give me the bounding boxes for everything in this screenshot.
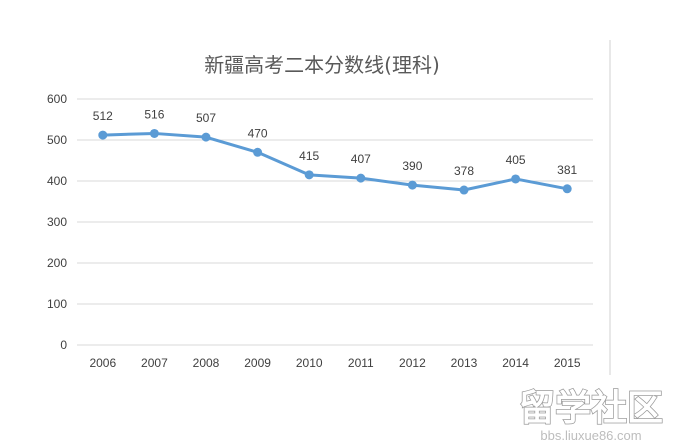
x-tick-label: 2008 (193, 356, 220, 370)
data-label: 470 (248, 126, 268, 140)
x-tick-label: 2013 (451, 356, 478, 370)
y-axis-ticks: 0 100 200 300 400 500 600 (47, 92, 67, 352)
x-tick-label: 2006 (89, 356, 116, 370)
data-point (459, 185, 469, 195)
data-point (201, 132, 211, 142)
data-label: 405 (506, 153, 526, 167)
data-label: 381 (557, 163, 577, 177)
data-label: 378 (454, 164, 474, 178)
y-tick-label: 400 (47, 174, 67, 188)
y-tick-label: 600 (47, 92, 67, 106)
x-tick-label: 2009 (244, 356, 271, 370)
x-tick-label: 2011 (348, 356, 374, 370)
x-tick-label: 2014 (502, 356, 529, 370)
chart-title: 新疆高考二本分数线(理科) (204, 53, 440, 77)
x-tick-label: 2015 (554, 356, 581, 370)
watermark-url: bbs.liuxue86.com (540, 428, 641, 443)
data-label: 390 (402, 159, 422, 173)
data-point (562, 184, 572, 194)
data-label: 512 (93, 109, 113, 123)
data-label: 516 (144, 107, 164, 121)
data-label: 415 (299, 149, 319, 163)
data-point (253, 147, 263, 157)
gridlines (77, 98, 593, 346)
data-labels: 512 516 507 470 415 407 390 378 405 381 (93, 107, 578, 178)
y-tick-label: 200 (47, 256, 67, 270)
data-series (98, 128, 572, 195)
data-point (511, 174, 521, 184)
x-tick-label: 2007 (141, 356, 168, 370)
x-axis-ticks: 2006 2007 2008 2009 2010 2011 2012 2013 2014 2015 (89, 356, 580, 370)
data-point (407, 180, 417, 190)
data-point (98, 130, 108, 140)
data-point (304, 170, 314, 180)
series-line (101, 131, 569, 192)
data-label: 507 (196, 111, 216, 125)
data-point (149, 128, 159, 138)
x-tick-label: 2012 (399, 356, 426, 370)
watermark-logo: 留学社区 bbs.liuxue86.com (518, 386, 664, 443)
x-tick-label: 2010 (296, 356, 323, 370)
data-label: 407 (351, 152, 371, 166)
y-tick-label: 0 (60, 338, 67, 352)
y-tick-label: 300 (47, 215, 67, 229)
y-tick-label: 100 (47, 297, 67, 311)
watermark-logo-text: 留学社区 (519, 387, 663, 429)
y-tick-label: 500 (47, 133, 67, 147)
data-point (356, 173, 366, 183)
